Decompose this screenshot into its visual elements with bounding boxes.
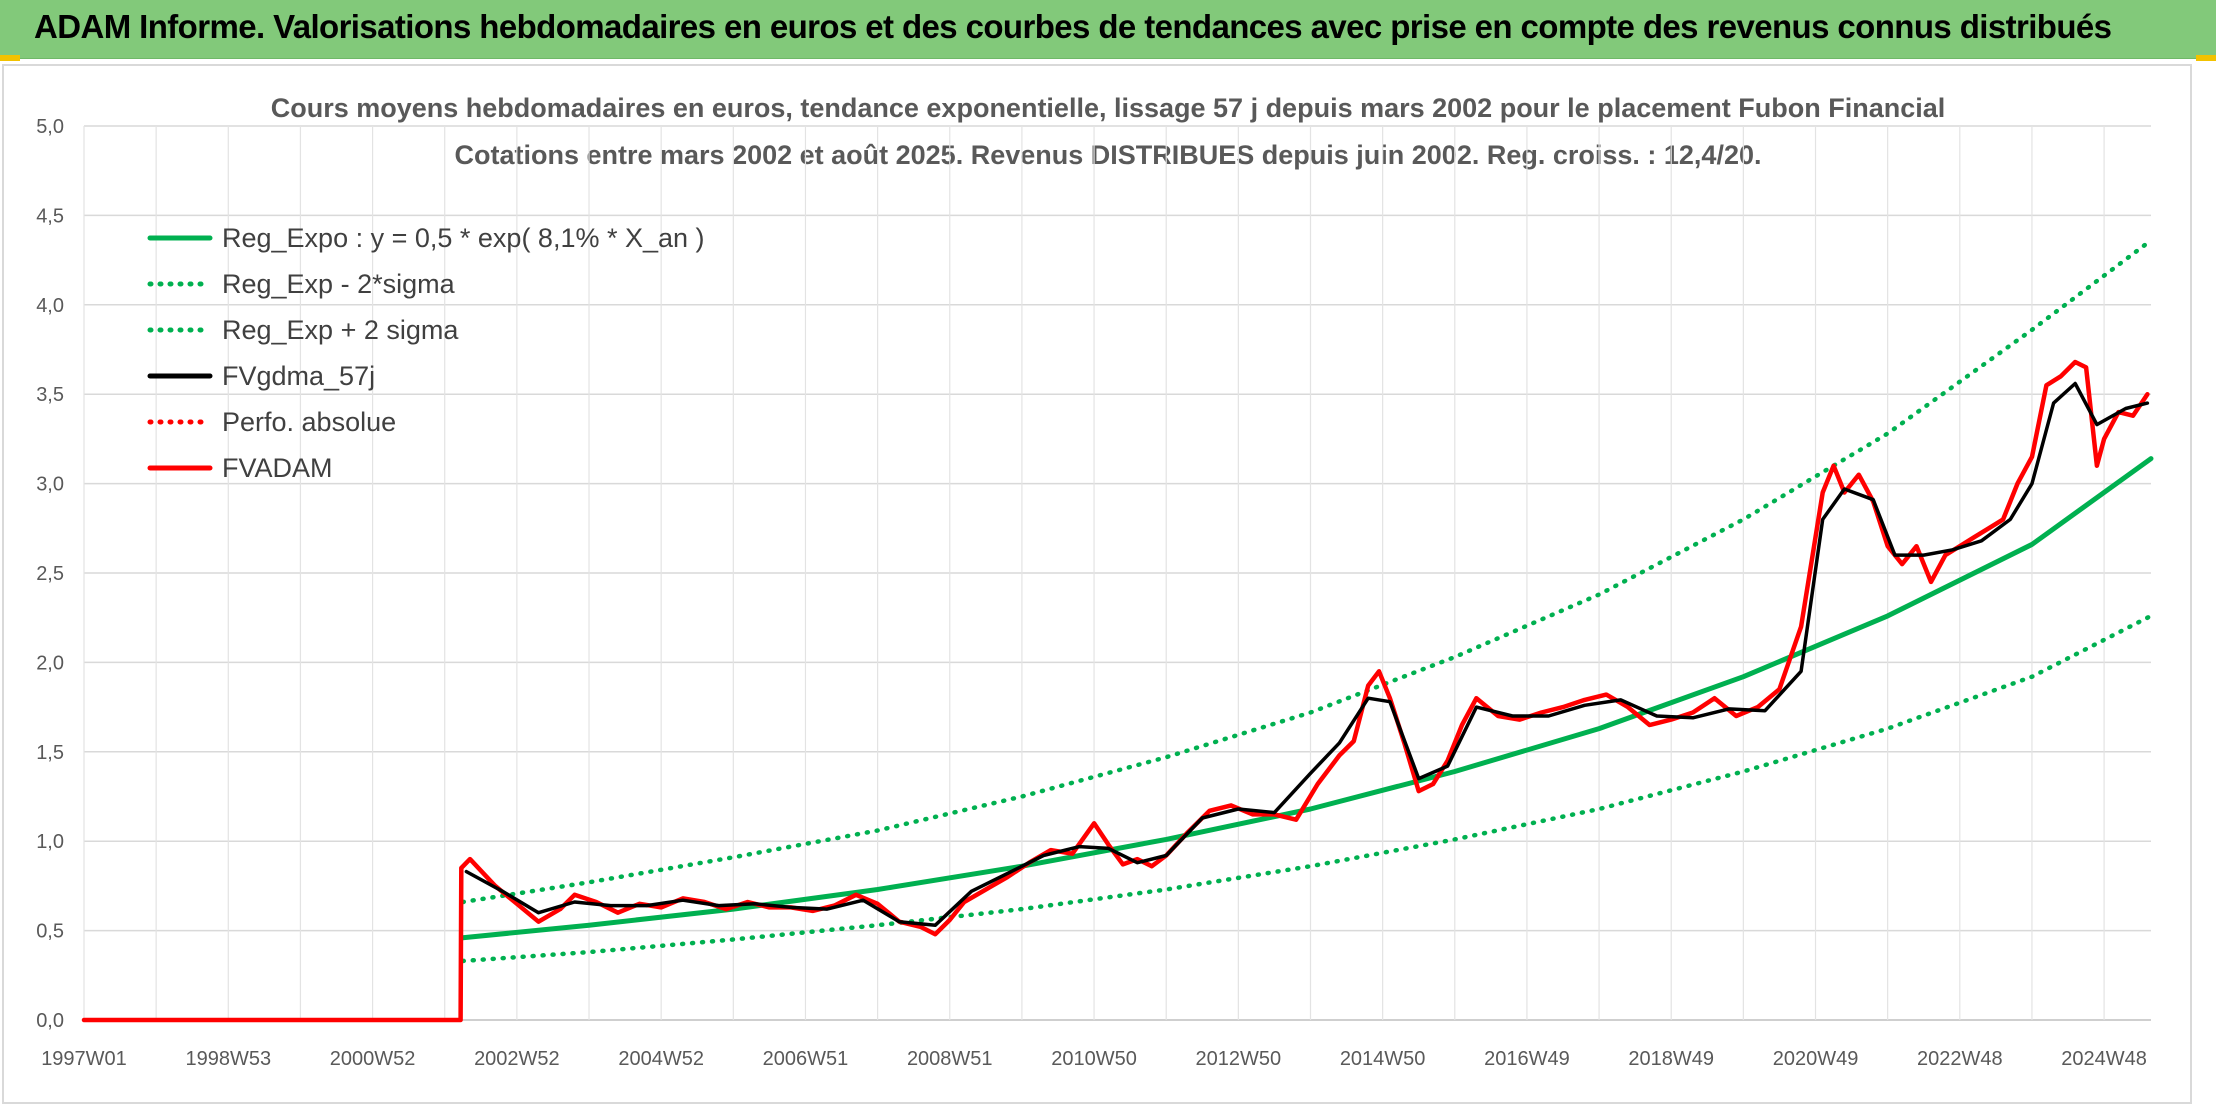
y-tick-label: 3,5: [36, 384, 64, 406]
x-tick-label: 2022W48: [1917, 1048, 2003, 1070]
x-tick-label: 2020W49: [1773, 1048, 1859, 1070]
x-tick-label: 2024W48: [2061, 1048, 2147, 1070]
x-tick-label: 2002W52: [474, 1048, 560, 1070]
x-tick-label: 2016W49: [1484, 1048, 1570, 1070]
y-tick-label: 1,5: [36, 742, 64, 764]
x-tick-label: 2018W49: [1628, 1048, 1714, 1070]
x-tick-label: 2006W51: [763, 1048, 849, 1070]
x-tick-label: 2012W50: [1196, 1048, 1282, 1070]
series-line-3: [460, 238, 2154, 905]
series-line-2: [460, 613, 2154, 964]
y-tick-label: 0,5: [36, 921, 64, 943]
report-title: ADAM Informe. Valorisations hebdomadaire…: [34, 8, 2112, 45]
y-tick-label: 4,0: [36, 295, 64, 317]
header-left-accent: [0, 55, 20, 61]
x-tick-label: 1997W01: [41, 1048, 127, 1070]
series-line-6: [81, 359, 2150, 1023]
legend-label: Reg_Exp - 2*sigma: [222, 269, 456, 299]
legend-label: Perfo. absolue: [222, 407, 396, 437]
y-tick-label: 2,0: [36, 652, 64, 674]
x-tick-label: 1998W53: [185, 1048, 271, 1070]
legend-label: Reg_Exp + 2 sigma: [222, 315, 459, 345]
x-tick-label: 2008W51: [907, 1048, 993, 1070]
y-tick-label: 1,0: [36, 831, 64, 853]
chart-subtitle: Cotations entre mars 2002 et août 2025. …: [454, 140, 1762, 170]
y-tick-label: 5,0: [36, 116, 64, 138]
chart-title: Cours moyens hebdomadaires en euros, ten…: [270, 93, 1946, 123]
legend-label: FVADAM: [222, 453, 333, 483]
y-tick-label: 0,0: [36, 1010, 64, 1032]
series-line-4: [464, 381, 2150, 927]
legend-label: FVgdma_57j: [222, 361, 375, 391]
x-tick-label: 2000W52: [330, 1048, 416, 1070]
x-tick-label: 2014W50: [1340, 1048, 1426, 1070]
y-tick-label: 2,5: [36, 563, 64, 585]
y-tick-label: 4,5: [36, 205, 64, 227]
report-header-bar: ADAM Informe. Valorisations hebdomadaire…: [0, 0, 2216, 59]
legend-label: Reg_Expo : y = 0,5 * exp( 8,1% * X_an ): [222, 223, 705, 253]
y-tick-label: 3,0: [36, 474, 64, 496]
x-tick-label: 2004W52: [618, 1048, 704, 1070]
x-tick-label: 2010W50: [1051, 1048, 1137, 1070]
chart-frame: [2, 64, 2192, 1104]
header-right-accent: [2196, 55, 2216, 61]
